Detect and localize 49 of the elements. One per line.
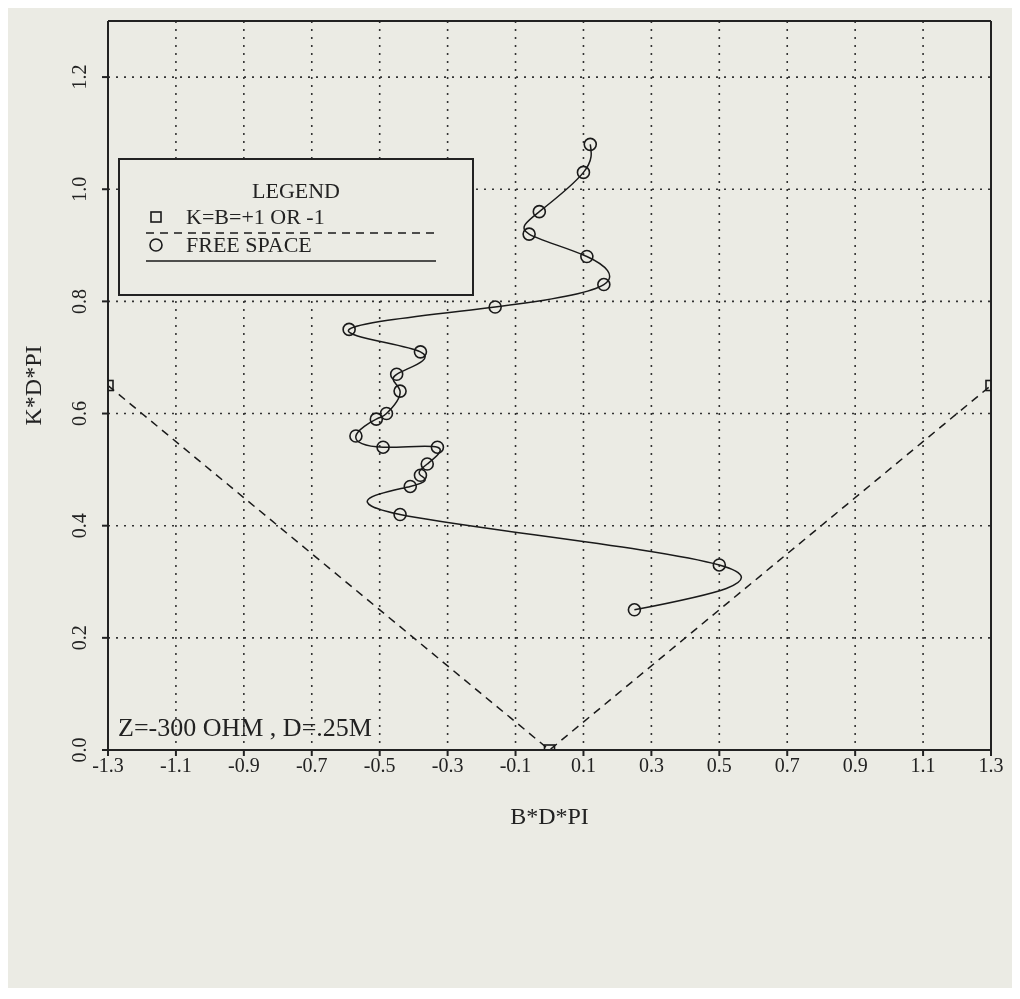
x-tick-label: -0.7: [295, 754, 328, 777]
point: [393, 507, 407, 522]
point: [420, 457, 435, 471]
point: [413, 468, 428, 483]
point: [393, 384, 407, 398]
point: [627, 603, 642, 617]
x-tick-label: 1.3: [978, 754, 1004, 777]
point: [488, 300, 502, 314]
y-tick-label: 0.0: [68, 737, 90, 763]
x-tick-label: 0.3: [638, 754, 664, 777]
y-tick-label: 0.4: [68, 513, 90, 539]
legend-label: FREE SPACE: [186, 232, 312, 258]
x-axis-title: B*D*PI: [510, 803, 589, 829]
point: [413, 345, 428, 359]
x-tick-label: -1.1: [160, 754, 192, 777]
y-axis-title: K*D*PI: [19, 345, 46, 426]
point: [522, 227, 536, 241]
y-tick-label: 0.6: [68, 401, 90, 427]
x-tick-label: -0.1: [499, 754, 532, 777]
point: [369, 412, 384, 426]
point: [583, 137, 598, 152]
point: [580, 249, 594, 264]
point: [389, 367, 404, 382]
point: [379, 406, 394, 421]
point: [403, 479, 418, 494]
x-tick-label: -1.3: [92, 754, 124, 777]
point: [349, 429, 363, 443]
annotation: Z=-300 OHM , D=.25M: [118, 713, 372, 743]
point: [712, 558, 727, 572]
x-tick-label: 0.7: [774, 754, 800, 777]
point: [576, 165, 591, 180]
y-tick-label: 0.2: [68, 625, 90, 651]
x-tick-label: -0.3: [431, 754, 464, 777]
y-tick-label: 1.0: [68, 176, 90, 202]
point: [376, 440, 390, 454]
x-tick-label: -0.5: [363, 754, 396, 777]
x-tick-label: 0.9: [842, 754, 868, 777]
point: [430, 440, 445, 454]
legend-title: LEGEND: [251, 178, 341, 204]
x-tick-label: -0.9: [228, 754, 260, 777]
point: [597, 277, 611, 292]
x-tick-label: 0.5: [706, 754, 732, 777]
x-tick-label: 1.1: [910, 754, 936, 777]
point: [532, 204, 547, 219]
x-tick-label: 0.1: [570, 754, 596, 777]
y-tick-label: 1.2: [68, 64, 90, 90]
legend-label: K=B=+1 OR -1: [186, 204, 325, 230]
y-tick-label: 0.8: [68, 288, 90, 314]
point: [342, 322, 356, 337]
